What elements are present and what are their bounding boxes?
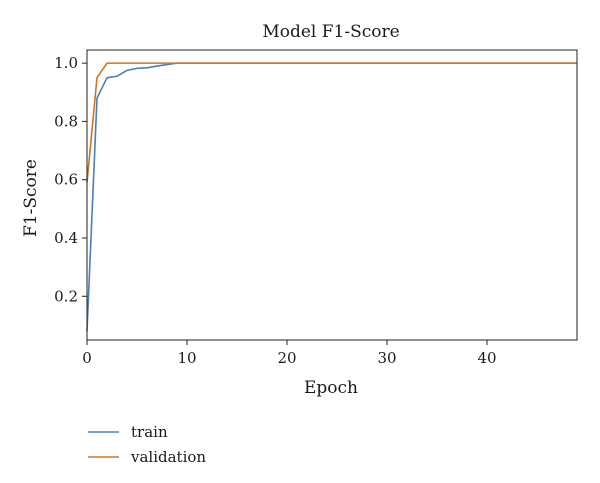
y-tick-label: 0.8 (54, 112, 78, 130)
legend-label-train: train (131, 423, 168, 441)
y-axis: 0.2 0.4 0.6 0.8 1.0 (54, 54, 87, 305)
x-tick-label: 0 (82, 349, 92, 367)
legend: train validation (88, 423, 206, 466)
x-tick-label: 40 (477, 349, 496, 367)
plot-frame (86, 49, 578, 341)
series-line-validation (86, 62, 577, 183)
legend-label-validation: validation (130, 448, 206, 466)
x-tick-label: 20 (277, 349, 296, 367)
series-layer (86, 62, 577, 332)
x-axis: 0 10 20 30 40 (82, 340, 497, 367)
y-tick-label: 0.2 (54, 287, 78, 305)
y-axis-label: F1-Score (21, 159, 41, 237)
x-axis-label: Epoch (304, 378, 358, 398)
chart-title: Model F1-Score (262, 22, 399, 42)
x-tick-label: 30 (377, 349, 396, 367)
plot-area (86, 49, 578, 341)
series-line-train (86, 62, 577, 332)
y-tick-label: 1.0 (54, 54, 78, 72)
y-tick-label: 0.6 (54, 171, 78, 189)
x-tick-label: 10 (177, 349, 196, 367)
y-tick-label: 0.4 (54, 229, 78, 247)
